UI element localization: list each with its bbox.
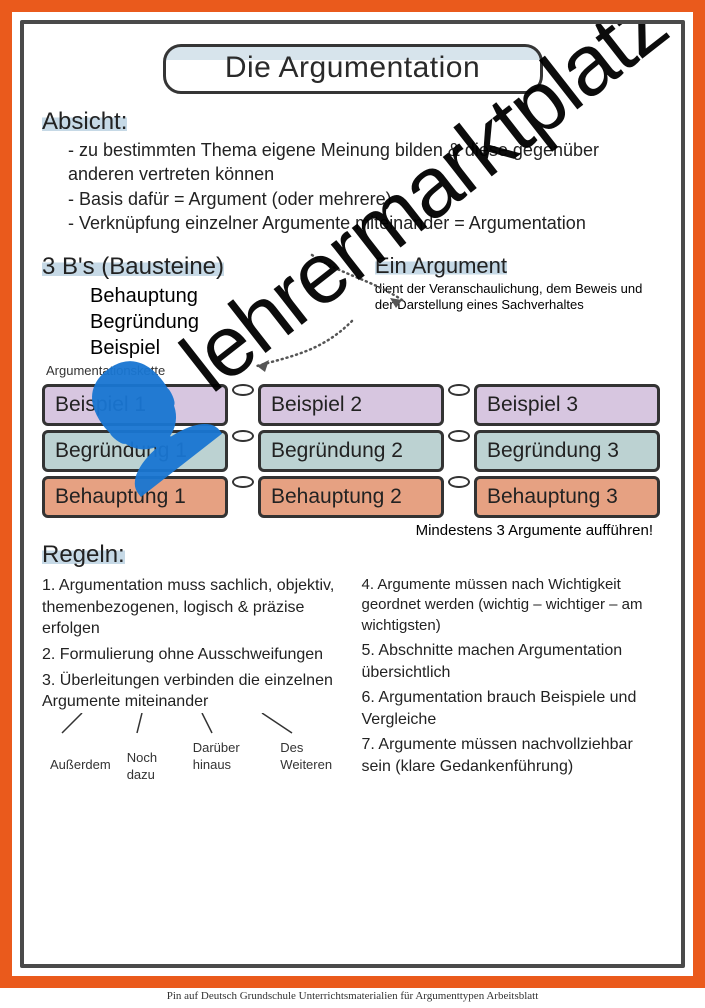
- tile-behauptung-3: Behauptung 3: [474, 476, 660, 518]
- tile-beispiel-2: Beispiel 2: [258, 384, 444, 426]
- regel-5: 5. Abschnitte machen Argumentation übers…: [362, 640, 664, 683]
- section-heading-bausteine: 3 B's (Bausteine): [42, 253, 365, 281]
- regeln-right-col: 4. Argumente müssen nach Wichtigkeit geo…: [362, 575, 664, 777]
- tile-beispiel-3: Beispiel 3: [474, 384, 660, 426]
- link-oval: [448, 384, 470, 396]
- baustein-begruendung: Begründung: [90, 309, 365, 335]
- absicht-line-2: - Basis dafür = Argument (oder mehrere): [68, 187, 663, 211]
- link-oval: [448, 430, 470, 442]
- baustein-behauptung: Behauptung: [90, 283, 365, 309]
- image-caption: Pin auf Deutsch Grundschule Unterrichtsm…: [0, 988, 705, 1002]
- baustein-beispiel: Beispiel: [90, 335, 365, 361]
- regel-7: 7. Argumente müssen nachvollziehbar sein…: [362, 734, 664, 777]
- tile-begruendung-3: Begründung 3: [474, 430, 660, 472]
- transition-1: Außerdem: [50, 756, 111, 774]
- link-oval: [232, 430, 254, 442]
- bausteine-list: Behauptung Begründung Beispiel: [42, 283, 365, 361]
- worksheet-frame: Die Argumentation Absicht: - zu bestimmt…: [0, 0, 705, 988]
- page-title: Die Argumentation: [163, 44, 543, 94]
- tile-behauptung-1: Behauptung 1: [42, 476, 228, 518]
- examples-grid: Beispiel 1 Beispiel 2 Beispiel 3 Begründ…: [42, 384, 663, 539]
- link-oval: [448, 476, 470, 488]
- regeln-left-col: 1. Argumentation muss sachlich, objektiv…: [42, 575, 344, 777]
- section-heading-ein-argument: Ein Argument: [375, 253, 663, 279]
- link-oval: [232, 476, 254, 488]
- worksheet-inner: Die Argumentation Absicht: - zu bestimmt…: [20, 20, 685, 968]
- transition-2: Noch dazu: [127, 749, 177, 784]
- regel-2: 2. Formulierung ohne Ausschweifungen: [42, 644, 344, 666]
- absicht-line-3: - Verknüpfung einzelner Argumente mitein…: [68, 211, 663, 235]
- absicht-body: - zu bestimmten Thema eigene Meinung bil…: [42, 138, 663, 235]
- transition-lines: [42, 713, 342, 735]
- bausteine-block: 3 B's (Bausteine) Behauptung Begründung …: [42, 251, 365, 378]
- link-oval: [232, 384, 254, 396]
- tile-begruendung-2: Begründung 2: [258, 430, 444, 472]
- transition-4: Des Weiteren: [280, 739, 343, 774]
- regel-1: 1. Argumentation muss sachlich, objektiv…: [42, 575, 344, 640]
- argumentationskette-label: Argumentationskette: [42, 363, 365, 378]
- regel-4: 4. Argumente müssen nach Wichtigkeit geo…: [362, 575, 664, 636]
- absicht-line-1: - zu bestimmten Thema eigene Meinung bil…: [68, 138, 663, 187]
- tile-behauptung-2: Behauptung 2: [258, 476, 444, 518]
- regel-3: 3. Überleitungen verbinden die einzelnen…: [42, 670, 344, 713]
- transition-3: Darüber hinaus: [193, 739, 265, 774]
- grid-note: Mindestens 3 Argumente aufführen!: [42, 522, 653, 539]
- ein-argument-block: Ein Argument dient der Veranschaulichung…: [375, 251, 663, 378]
- tile-beispiel-1: Beispiel 1: [42, 384, 228, 426]
- section-heading-absicht: Absicht:: [42, 108, 663, 136]
- tile-begruendung-1: Begründung 1: [42, 430, 228, 472]
- transition-words: Außerdem Noch dazu Darüber hinaus Des We…: [42, 739, 344, 774]
- regel-6: 6. Argumentation brauch Beispiele und Ve…: [362, 687, 664, 730]
- ein-argument-text: dient der Veranschaulichung, dem Beweis …: [375, 281, 663, 312]
- section-heading-regeln: Regeln:: [42, 541, 663, 569]
